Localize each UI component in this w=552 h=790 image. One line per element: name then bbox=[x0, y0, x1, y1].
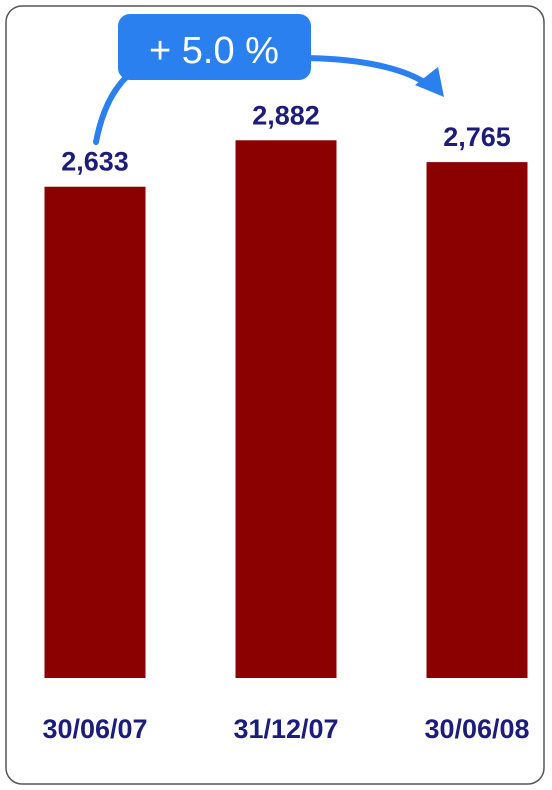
value-label: 2,765 bbox=[443, 122, 511, 152]
bars-group bbox=[44, 140, 528, 679]
value-label: 2,882 bbox=[252, 100, 320, 130]
bar-31-12-07 bbox=[235, 140, 337, 679]
bar-30-06-07 bbox=[44, 186, 146, 678]
arrow-head-icon bbox=[415, 67, 444, 97]
growth-badge: + 5.0 % bbox=[118, 14, 311, 80]
growth-badge-background bbox=[118, 14, 311, 80]
category-labels-group: 30/06/07 31/12/07 30/06/08 bbox=[42, 714, 529, 744]
bar-30-06-08 bbox=[426, 162, 528, 679]
growth-badge-text: + 5.0 % bbox=[149, 30, 279, 72]
value-labels-group: 2,633 2,882 2,765 bbox=[61, 100, 511, 176]
category-label: 31/12/07 bbox=[233, 714, 338, 744]
category-label: 30/06/08 bbox=[424, 714, 529, 744]
category-label: 30/06/07 bbox=[42, 714, 147, 744]
value-label: 2,633 bbox=[61, 147, 129, 177]
